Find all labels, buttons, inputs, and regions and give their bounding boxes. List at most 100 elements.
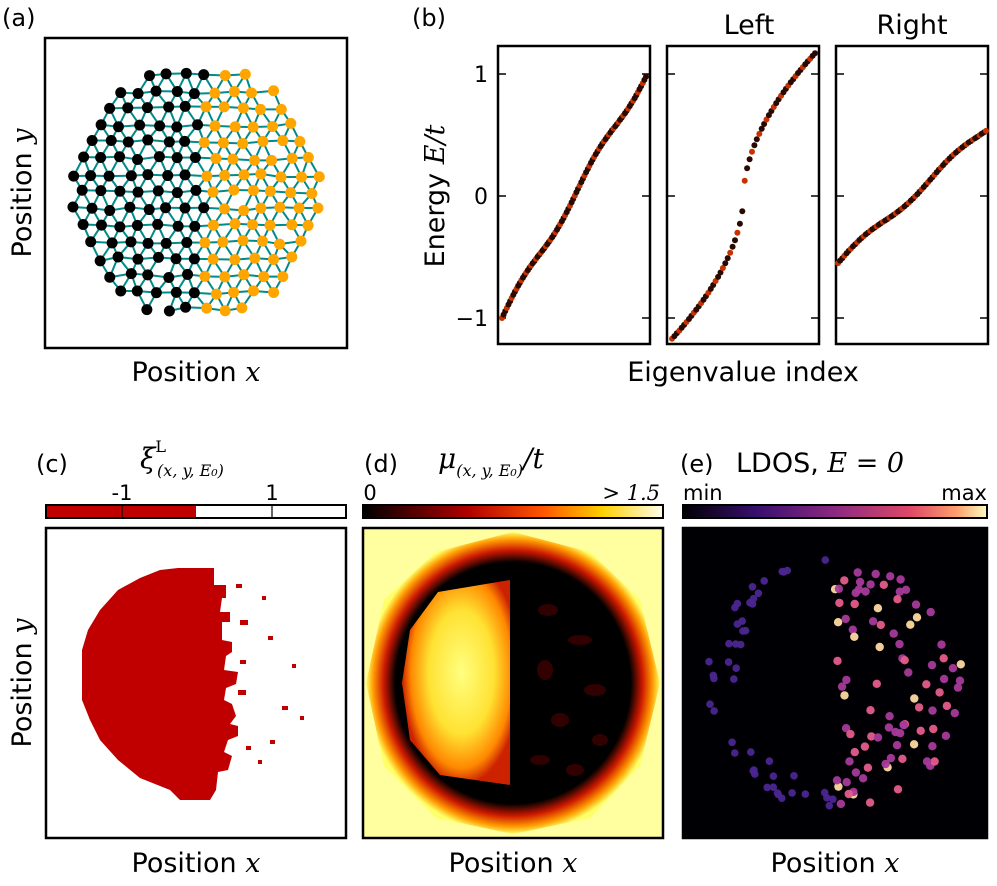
ldos-dot (853, 568, 862, 577)
lattice-site (237, 235, 249, 247)
lattice-site (239, 68, 251, 80)
lattice-site (237, 102, 249, 114)
lattice-site (171, 121, 183, 133)
lattice-site (180, 301, 192, 313)
ldos-dot (763, 783, 771, 792)
ldos-dot (955, 676, 965, 685)
lattice-site (219, 271, 231, 283)
ldos-dot (863, 763, 873, 772)
ldos-dot (950, 708, 959, 718)
ldos-dot (922, 757, 932, 766)
lattice-site (238, 269, 250, 281)
spectrum-left-point (751, 142, 758, 149)
panel-c-cbar-tick-pos: 1 (265, 481, 278, 505)
lattice-site (150, 85, 162, 97)
lattice-site (198, 202, 210, 214)
mu-right-texture (530, 604, 608, 776)
lattice-site (237, 137, 249, 149)
lattice-site (144, 70, 156, 82)
lattice-site (275, 103, 287, 115)
lattice-site (190, 184, 202, 196)
spectrum-left-point (734, 229, 741, 236)
ldos-dot (728, 738, 736, 747)
ldos-dot (899, 720, 909, 730)
ldos-dot (860, 742, 870, 751)
panel-e-frame (681, 526, 989, 840)
spectrum-left-point (758, 125, 765, 132)
spectrum-left-point (722, 260, 729, 267)
lattice-site (179, 100, 191, 112)
ldos-dot (788, 789, 796, 797)
panel-e-colorbar (682, 504, 988, 519)
panel-b: (b) Left Right 1 0 −1 Energy E/t Eigenva… (412, 4, 990, 388)
lattice-site (229, 218, 241, 230)
ldos-dot (841, 614, 850, 624)
lattice-site (95, 119, 107, 131)
ldos-dot (834, 782, 843, 791)
ldos-dot (825, 801, 834, 810)
spectrum-left-point (744, 165, 751, 172)
spectrum-left-point (719, 265, 726, 271)
panel-d-cbar-max: > 1.5 (602, 481, 660, 505)
lattice-site (236, 302, 248, 314)
panel-b-subtitle-left: Left (724, 10, 775, 41)
lattice-site (218, 203, 230, 215)
lattice-site (258, 271, 270, 283)
lattice-site (131, 285, 143, 297)
ldos-dot (926, 607, 935, 617)
lattice-site (188, 88, 200, 100)
lattice-site (219, 169, 231, 181)
ldos-dot (942, 701, 952, 711)
ldos-dot (901, 585, 911, 594)
ldos-dot (873, 733, 883, 742)
panel-b-subtitle-right: Right (876, 10, 947, 41)
lattice-site (179, 202, 191, 214)
panel-a: (a) Position x Position y (2, 4, 349, 388)
spectrum-left-point (756, 130, 763, 137)
lattice-site (122, 102, 134, 114)
spectrum-left-point (739, 208, 746, 215)
ldos-dot (754, 589, 763, 598)
lattice-site (312, 202, 324, 214)
ldos-dot (790, 772, 798, 780)
lattice-site (95, 219, 107, 231)
lattice-site (76, 184, 88, 196)
lattice-site (78, 151, 90, 163)
lattice-site (199, 270, 211, 282)
lattice-site (141, 304, 153, 316)
lattice-site (286, 219, 298, 231)
ldos-dot (886, 753, 896, 763)
lattice-site (171, 187, 183, 199)
ldos-dot (872, 679, 881, 688)
ldos-dot (928, 706, 937, 715)
lattice-site (182, 268, 194, 280)
lattice-site (134, 119, 146, 131)
panel-b-box-left (665, 44, 821, 346)
lattice-site (199, 237, 211, 249)
lattice-site (188, 287, 200, 299)
spectrum-left-point (729, 243, 736, 250)
lattice-site (86, 134, 98, 146)
lattice-site (192, 119, 204, 131)
ldos-dot (909, 740, 919, 749)
ldos-dot (833, 618, 843, 627)
ldos-dot (881, 759, 890, 769)
spectrum-left-point (717, 269, 724, 276)
panel-c-title: ξL (x, y, E₀) (140, 437, 224, 480)
lattice-site (160, 68, 172, 80)
spectrum-left-point (761, 121, 768, 127)
ldos-dot (834, 584, 844, 593)
lattice-site (201, 170, 213, 182)
spectrum-left-point (741, 177, 748, 184)
lattice-site (106, 237, 118, 249)
ldos-dot (912, 613, 922, 622)
spectrum-left-point (724, 255, 731, 262)
lattice-site (188, 253, 200, 265)
lattice-site (219, 70, 231, 82)
panel-a-xlabel: Position x (132, 357, 261, 388)
ldos-dot (851, 588, 860, 598)
lattice-site (189, 151, 201, 163)
mu-left-core (402, 580, 510, 785)
spectrum-left-point (715, 273, 722, 280)
spectrum-left-point (727, 249, 734, 256)
